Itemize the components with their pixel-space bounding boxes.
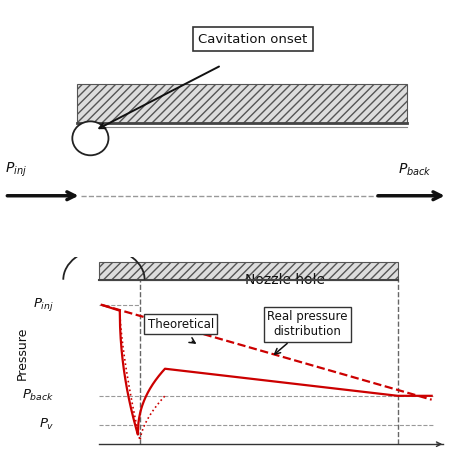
Text: $P_{inj}$: $P_{inj}$ — [5, 161, 27, 179]
Text: Real pressure
distribution: Real pressure distribution — [267, 310, 347, 338]
Bar — [99, 262, 397, 280]
Text: Pressure: Pressure — [16, 327, 29, 380]
Text: Theoretical: Theoretical — [147, 318, 213, 331]
Text: $P_{inj}$: $P_{inj}$ — [33, 297, 54, 313]
Bar — [77, 84, 406, 123]
Ellipse shape — [72, 122, 108, 155]
Text: $P_{back}$: $P_{back}$ — [397, 162, 431, 178]
Text: $P_{v}$: $P_{v}$ — [39, 417, 54, 432]
Text: Cavitation onset: Cavitation onset — [198, 33, 307, 45]
Text: Nozzle hole: Nozzle hole — [244, 273, 324, 287]
Text: $P_{back}$: $P_{back}$ — [22, 388, 54, 403]
